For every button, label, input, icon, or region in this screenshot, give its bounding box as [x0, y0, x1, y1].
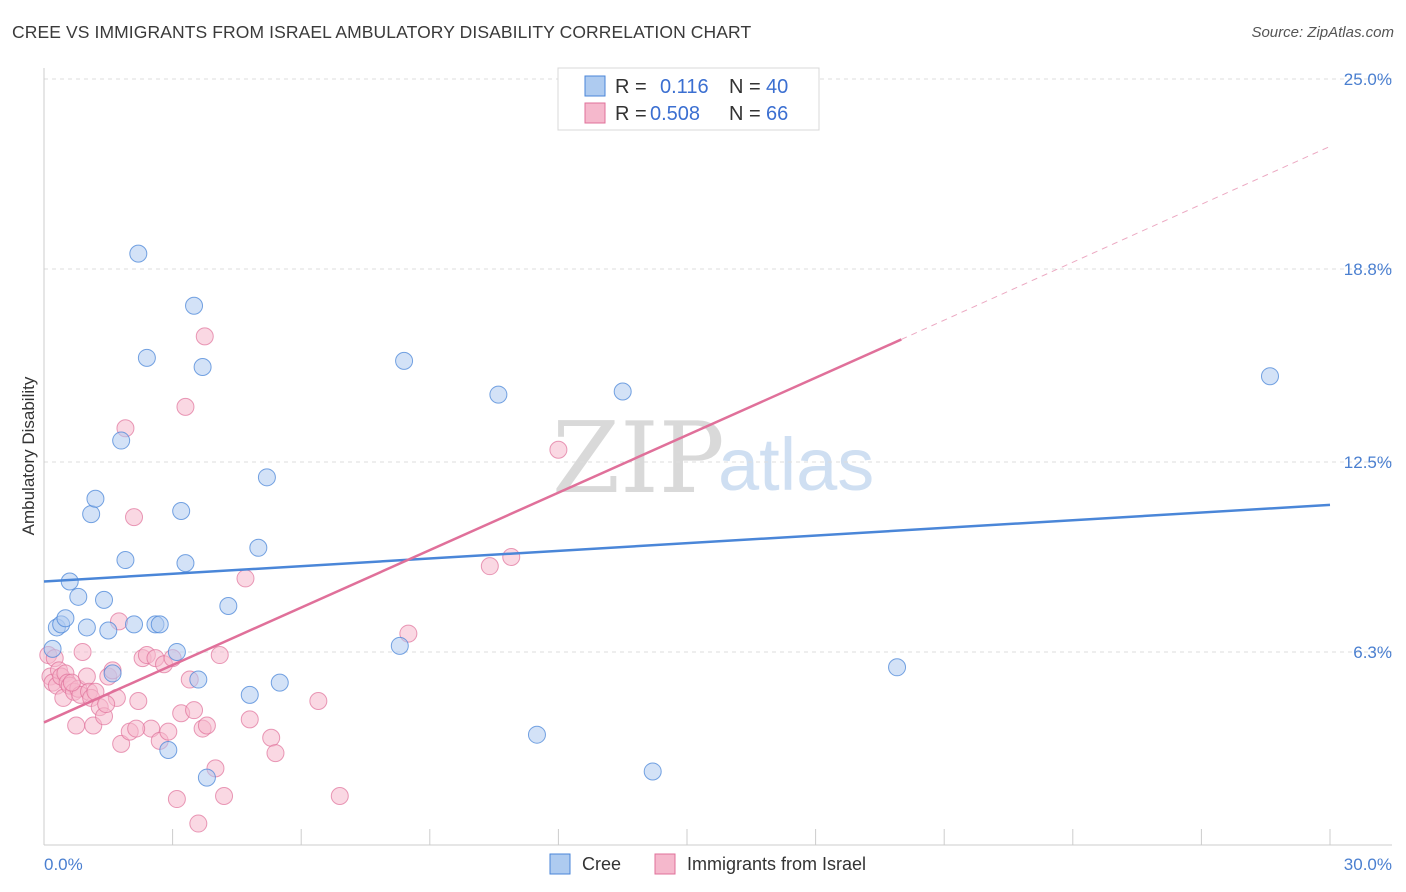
bottom-legend: Cree Immigrants from Israel — [549, 853, 866, 875]
israel-point-48 — [197, 716, 216, 735]
bottom-legend-label-cree: Cree — [582, 854, 621, 874]
y-tick-label-0: 6.3% — [1353, 643, 1392, 662]
israel-point-56 — [309, 691, 328, 710]
source-label: Source: ZipAtlas.com — [1251, 24, 1394, 41]
israel-point-59 — [480, 557, 499, 576]
cree-point-20 — [167, 642, 186, 661]
israel-trend-line — [43, 338, 902, 724]
legend-n-value-israel: 66 — [766, 103, 788, 125]
cree-point-7 — [82, 505, 101, 524]
cree-point-8 — [86, 489, 105, 508]
trend-lines — [43, 145, 1331, 724]
israel-point-31 — [129, 691, 148, 710]
israel-point-51 — [215, 786, 234, 805]
cree-point-11 — [103, 664, 122, 683]
cree-point-23 — [185, 296, 204, 315]
cree-point-9 — [95, 590, 114, 609]
y-tick-label-3: 25.0% — [1344, 70, 1392, 89]
cree-point-27 — [219, 597, 238, 616]
legend-n-label-cree: N = — [729, 76, 761, 98]
israel-point-30 — [125, 508, 144, 527]
legend-swatch-cree — [584, 75, 606, 97]
cree-point-28 — [240, 685, 259, 704]
cree-point-6 — [77, 618, 96, 637]
y-tick-labels: 6.3% 12.5% 18.8% 25.0% — [1344, 70, 1392, 662]
x-tick-label-max: 30.0% — [1344, 855, 1392, 874]
cree-point-25 — [193, 358, 212, 377]
israel-point-47 — [195, 327, 214, 346]
cree-point-33 — [395, 351, 414, 370]
israel-point-16 — [77, 667, 96, 686]
legend-r-label-israel: R = — [615, 103, 647, 125]
legend-box: R = 0.116 N = 40 R = 0.508 N = 66 — [557, 67, 820, 131]
y-tick-label-2: 18.8% — [1344, 260, 1392, 279]
legend-n-label-israel: N = — [729, 103, 761, 125]
cree-point-12 — [112, 431, 131, 450]
cree-point-36 — [613, 382, 632, 401]
cree-point-35 — [527, 725, 546, 744]
cree-point-32 — [390, 636, 409, 655]
cree-point-13 — [116, 551, 135, 570]
cree-point-10 — [99, 621, 118, 640]
israel-point-50 — [210, 646, 229, 665]
cree-point-29 — [249, 538, 268, 557]
israel-point-15 — [73, 642, 92, 661]
bottom-legend-swatch-israel — [654, 853, 676, 875]
cree-point-14 — [125, 615, 144, 634]
legend-r-value-cree: 0.116 — [660, 76, 709, 98]
cree-point-15 — [129, 244, 148, 263]
x-tick-marks — [172, 829, 1331, 845]
cree-points — [43, 244, 1279, 787]
cree-point-18 — [150, 615, 169, 634]
israel-point-55 — [266, 744, 285, 763]
cree-point-5 — [69, 587, 88, 606]
y-tick-label-1: 12.5% — [1344, 453, 1392, 472]
cree-trend-line — [43, 503, 1331, 583]
israel-point-42 — [176, 397, 195, 416]
cree-point-37 — [643, 762, 662, 781]
israel-point-60 — [502, 547, 521, 566]
bottom-legend-swatch-cree — [549, 853, 571, 875]
israel-point-57 — [330, 786, 349, 805]
israel-trend-extension — [901, 145, 1331, 340]
cree-point-24 — [189, 670, 208, 689]
cree-point-3 — [56, 609, 75, 628]
gridlines — [44, 78, 1392, 653]
bottom-legend-label-israel: Immigrants from Israel — [687, 854, 866, 874]
y-axis-label: Ambulatory Disability — [19, 376, 38, 535]
israel-point-52 — [236, 569, 255, 588]
cree-point-21 — [172, 502, 191, 521]
cree-point-39 — [1260, 367, 1279, 386]
israel-point-44 — [185, 701, 204, 720]
cree-point-34 — [489, 385, 508, 404]
cree-point-19 — [159, 741, 178, 760]
chart-title: CREE VS IMMIGRANTS FROM ISRAEL AMBULATOR… — [12, 22, 752, 42]
israel-point-45 — [189, 814, 208, 833]
x-tick-label-min: 0.0% — [44, 855, 83, 874]
watermark-zip: ZIP — [552, 402, 725, 516]
israel-point-63 — [62, 673, 81, 692]
cree-point-22 — [176, 554, 195, 573]
legend-r-value-israel: 0.508 — [650, 103, 700, 125]
cree-point-38 — [888, 658, 907, 677]
legend-n-value-cree: 40 — [766, 76, 788, 98]
israel-point-54 — [262, 728, 281, 747]
legend-swatch-israel — [584, 102, 606, 124]
israel-point-27 — [112, 734, 131, 753]
legend-r-label-cree: R = — [615, 76, 647, 98]
cree-point-30 — [257, 468, 276, 487]
israel-point-38 — [159, 722, 178, 741]
israel-point-40 — [167, 790, 186, 809]
cree-point-0 — [43, 639, 62, 658]
cree-point-16 — [137, 348, 156, 367]
watermark-atlas: atlas — [718, 423, 874, 506]
israel-point-65 — [127, 719, 146, 738]
israel-point-58 — [399, 624, 418, 643]
cree-point-26 — [197, 768, 216, 787]
israel-point-61 — [549, 440, 568, 459]
israel-point-53 — [240, 710, 259, 729]
cree-point-31 — [270, 673, 289, 692]
israel-point-12 — [67, 716, 86, 735]
